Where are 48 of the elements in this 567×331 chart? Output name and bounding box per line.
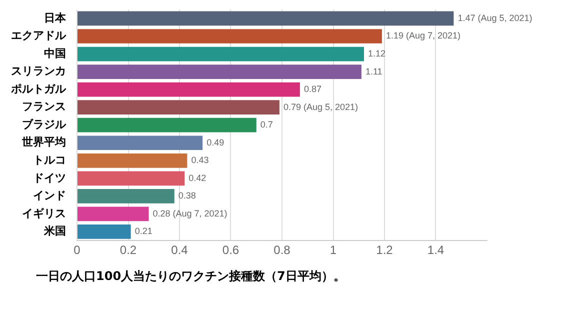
y-tick-label: フランス	[22, 100, 66, 114]
y-tick-label: 日本	[44, 11, 67, 24]
x-tick-label: 1.4	[427, 243, 444, 258]
bar	[78, 118, 256, 132]
data-label: 0.87	[304, 84, 322, 94]
bar	[78, 136, 203, 150]
x-tick-label: 0.8	[274, 243, 291, 258]
bar	[78, 206, 149, 222]
bar	[78, 100, 280, 115]
y-tick-label: 世界平均	[21, 136, 66, 149]
data-label: 1.11	[365, 66, 382, 76]
x-tick-label: 0.6	[222, 243, 240, 258]
bar	[78, 46, 364, 62]
y-tick-label: 米国	[43, 224, 66, 238]
data-label: 0.42	[188, 172, 206, 183]
data-label: 1.12	[368, 48, 386, 59]
data-label: 0.21	[134, 226, 152, 236]
data-label: 0.49	[206, 137, 224, 148]
bar	[78, 153, 188, 168]
text: 一日の人口100人当たりのワクチン接種数（7日平均）。	[36, 268, 346, 285]
x-tick-label: 0	[74, 243, 81, 258]
data-label: 1.19 (Aug 7, 2021)	[386, 30, 460, 41]
bar	[78, 82, 300, 97]
data-label: 0.28 (Aug 7, 2021)	[152, 208, 228, 218]
data-label: 1.47 (Aug 5, 2021)	[458, 12, 532, 23]
bar	[78, 224, 131, 239]
x-tick-label: 0.2	[120, 243, 137, 258]
y-tick-label: スリランカ	[11, 64, 66, 78]
data-label: 0.79 (Aug 5, 2021)	[283, 102, 358, 112]
y-tick-label: エクアドル	[11, 29, 67, 42]
y-tick-label: トルコ	[33, 154, 66, 166]
data-label: 0.38	[178, 190, 196, 201]
x-tick-label: 0.4	[171, 243, 188, 258]
data-label: 0.43	[191, 155, 209, 166]
bar	[78, 11, 454, 26]
bar	[78, 29, 382, 44]
data-label: 0.7	[260, 120, 273, 130]
bar	[78, 189, 174, 204]
bar	[78, 64, 362, 79]
x-tick-label: 1.2	[376, 243, 394, 258]
y-tick-label: 中国	[44, 46, 66, 60]
y-tick-label: ドイツ	[33, 171, 66, 184]
bar	[78, 171, 185, 186]
y-tick-label: ポルトガル	[10, 82, 67, 96]
y-tick-label: ブラジル	[22, 118, 67, 131]
y-tick-label: イギリス	[22, 206, 66, 220]
y-tick-label: インド	[33, 189, 66, 202]
x-tick-label: 1	[330, 243, 337, 258]
